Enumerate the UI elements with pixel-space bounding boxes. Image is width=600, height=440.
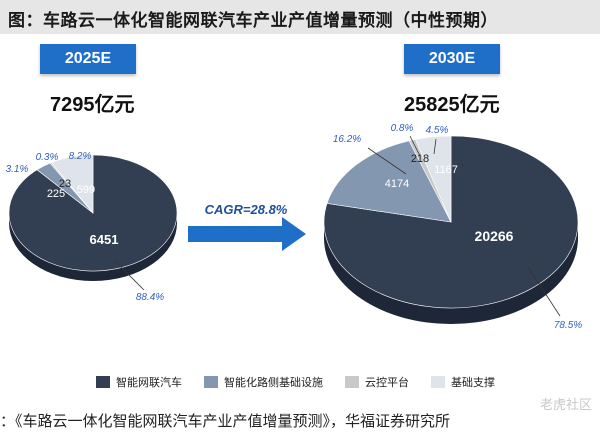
value-label-0-3: 599 [77, 184, 95, 196]
percent-label-0-2: 0.3% [36, 152, 59, 163]
legend-swatch [431, 376, 445, 388]
value-label-0-0: 6451 [90, 232, 119, 247]
legend-item-cloud: 云控平台 [345, 374, 409, 390]
legend-label: 智能化路侧基础设施 [224, 376, 323, 389]
legend-label: 基础支撑 [451, 376, 495, 389]
watermark: 老虎社区 [539, 398, 592, 413]
value-label-0-1: 225 [47, 188, 65, 200]
legend-item-roadside: 智能化路侧基础设施 [204, 374, 323, 390]
total-2030: 25825亿元 [404, 94, 500, 116]
total-2025: 7295亿元 [50, 94, 135, 116]
leader-line-1-1 [367, 147, 407, 175]
title-bar: 图：车路云一体化智能网联汽车产业产值增量预测（中性预期） [0, 0, 600, 34]
cagr-label: CAGR=28.8% [205, 202, 288, 217]
legend-item-smart-car: 智能网联汽车 [96, 374, 182, 390]
legend-item-support: 基础支撑 [431, 374, 495, 390]
pie-slice-1-1 [326, 140, 452, 223]
leader-line-1-2 [409, 135, 421, 157]
legend: 智能网联汽车 智能化路侧基础设施 云控平台 基础支撑 [96, 374, 495, 390]
percent-label-1-3: 4.5% [426, 125, 449, 136]
pie-slice-1-3 [415, 135, 452, 223]
pie-side-1-0 [324, 222, 578, 324]
legend-label: 云控平台 [365, 376, 409, 389]
year-box-2030: 2030E [404, 44, 500, 74]
pie-side-0-0 [9, 213, 177, 281]
percent-label-1-1: 16.2% [333, 134, 361, 145]
legend-swatch [345, 376, 359, 388]
leader-line-1-3 [433, 138, 437, 155]
percent-label-1-2: 0.8% [391, 123, 414, 134]
legend-label: 智能网联汽车 [116, 376, 182, 389]
value-label-0-2: 23 [59, 178, 71, 190]
pie-slice-1-0 [323, 135, 579, 309]
value-label-1-0: 20266 [475, 228, 514, 244]
chart-title: 图：车路云一体化智能网联汽车产业产值增量预测（中性预期） [8, 11, 498, 31]
pie-slice-0-3 [51, 154, 94, 214]
percent-label-0-3: 8.2% [69, 151, 92, 162]
legend-swatch [96, 376, 110, 388]
percent-label-0-1: 3.1% [6, 164, 29, 175]
leader-line-1-0 [527, 266, 561, 317]
value-label-1-3: 1167 [434, 164, 458, 176]
growth-arrow [188, 217, 306, 251]
leader-line-0-0 [115, 261, 145, 291]
percent-label-1-0: 78.5% [554, 320, 582, 331]
percent-label-0-0: 88.4% [136, 292, 164, 303]
year-box-2025: 2025E [40, 44, 136, 74]
legend-swatch [204, 376, 218, 388]
value-label-1-2: 218 [411, 153, 429, 165]
value-label-1-1: 4174 [385, 178, 409, 190]
source-note: ：《车路云一体化智能网联汽车产业产值增量预测》，华福证券研究所 [0, 412, 451, 430]
